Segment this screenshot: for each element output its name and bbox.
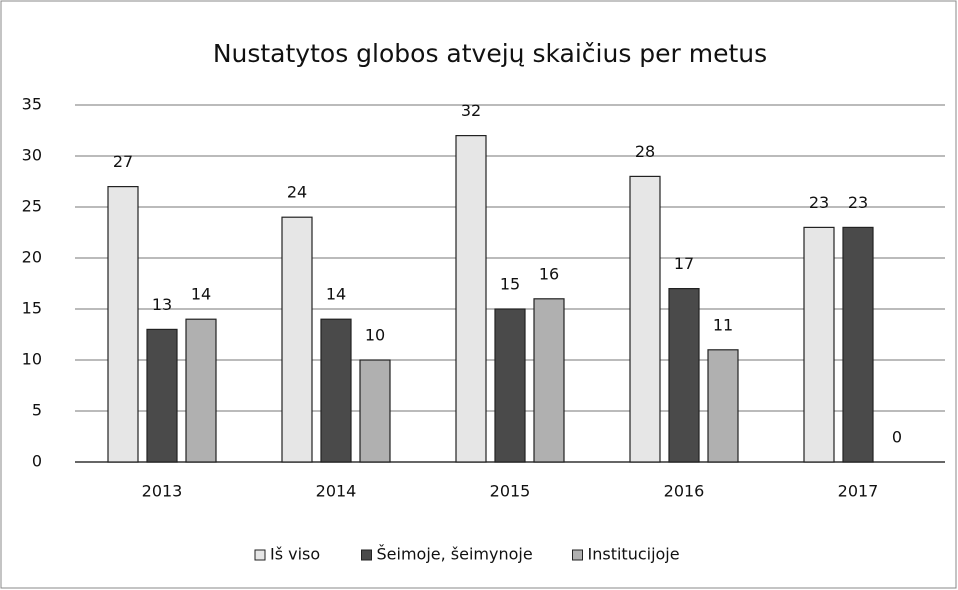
- data-label: 15: [500, 275, 520, 294]
- bar: [320, 318, 352, 463]
- x-tick-label: 2016: [664, 482, 705, 501]
- data-label: 23: [809, 193, 829, 212]
- data-label: 28: [635, 142, 655, 161]
- bar: [359, 359, 391, 463]
- bar: [494, 308, 526, 463]
- bar: [455, 135, 487, 463]
- y-tick-label: 15: [22, 299, 42, 318]
- legend-label: Šeimoje, šeimynoje: [377, 545, 533, 564]
- bar: [668, 288, 700, 463]
- y-tick-label: 35: [22, 95, 42, 114]
- bar: [533, 298, 565, 463]
- data-label: 14: [191, 285, 211, 304]
- y-tick-label: 30: [22, 146, 42, 165]
- bar: [803, 226, 835, 463]
- data-label: 24: [287, 183, 307, 202]
- legend-swatch: [361, 549, 372, 561]
- data-label: 13: [152, 295, 172, 314]
- y-tick-label: 10: [22, 350, 42, 369]
- data-label: 32: [461, 101, 481, 120]
- y-tick-label: 20: [22, 248, 42, 267]
- x-tick-label: 2014: [316, 482, 357, 501]
- data-label: 14: [326, 285, 346, 304]
- data-label: 0: [892, 428, 902, 447]
- y-tick-label: 25: [22, 197, 42, 216]
- bar: [842, 226, 874, 463]
- bar: [707, 349, 739, 463]
- legend-label: Iš viso: [270, 545, 320, 564]
- data-label: 10: [365, 326, 385, 345]
- x-tick-label: 2015: [490, 482, 531, 501]
- x-tick-label: 2013: [142, 482, 183, 501]
- legend-label: Institucijoje: [588, 545, 680, 564]
- data-label: 17: [674, 254, 694, 273]
- bar: [629, 175, 661, 463]
- chart-title: Nustatytos globos atvejų skaičius per me…: [213, 39, 767, 68]
- data-label: 16: [539, 264, 559, 283]
- bar: [146, 328, 178, 463]
- y-tick-label: 5: [32, 401, 42, 420]
- bar: [107, 186, 139, 463]
- y-tick-label: 0: [32, 452, 42, 471]
- legend-swatch: [254, 549, 266, 561]
- data-label: 27: [113, 152, 133, 171]
- data-label: 23: [848, 193, 868, 212]
- legend-swatch: [572, 549, 583, 561]
- bar: [185, 318, 217, 463]
- x-tick-label: 2017: [838, 482, 879, 501]
- data-label: 11: [713, 315, 733, 334]
- bar: [281, 216, 313, 463]
